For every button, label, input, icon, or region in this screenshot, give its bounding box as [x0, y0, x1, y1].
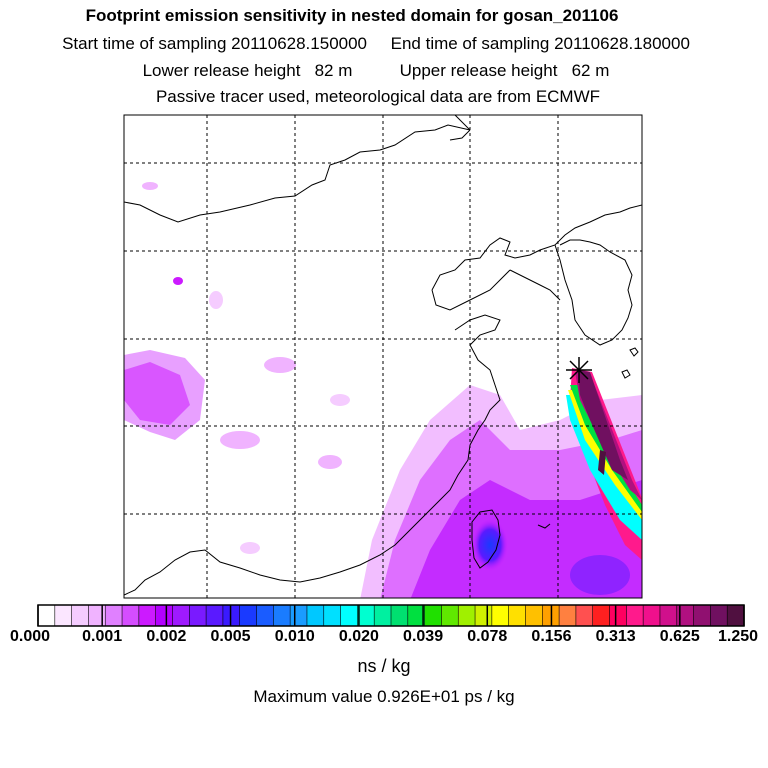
colorbar-tick-label: 0.313 [595, 628, 636, 645]
colorbar-swatch [138, 605, 157, 626]
colorbar-tick-label: 0.039 [403, 628, 444, 645]
colorbar-swatch [475, 605, 493, 626]
colorbar-swatch [357, 605, 375, 626]
colorbar-swatch [189, 605, 207, 626]
lat-lon-grid [124, 115, 642, 598]
colorbar-swatch [122, 605, 140, 626]
colorbar-tick-label: 1.250 [717, 628, 759, 645]
colorbar-swatch [239, 605, 258, 626]
colorbar-swatch [290, 605, 308, 626]
colorbar-swatch [508, 605, 526, 626]
colorbar-swatch [306, 605, 325, 626]
colorbar-swatch [424, 605, 442, 626]
colorbar-swatch [54, 605, 73, 626]
colorbar-swatch [38, 605, 56, 626]
colorbar-swatch [172, 605, 190, 626]
release-height-line: Lower release height 82 m Upper release … [142, 61, 610, 80]
colorbar-swatch [155, 605, 173, 626]
plot-title: Footprint emission sensitivity in nested… [85, 6, 619, 25]
colorbar-swatch [340, 605, 358, 626]
colorbar-swatch [323, 605, 342, 626]
colorbar-swatch [222, 605, 241, 626]
colorbar-unit: ns / kg [357, 656, 411, 676]
colorbar-swatch [676, 605, 695, 626]
colorbar-tick-label: 0.078 [467, 628, 508, 645]
release-star-icon [566, 357, 592, 383]
colorbar-swatch [710, 605, 728, 626]
colorbar-swatch [273, 605, 291, 626]
colorbar-swatch [441, 605, 459, 626]
colorbar-swatch [256, 605, 274, 626]
colorbar-swatch [374, 605, 392, 626]
colorbar-swatch [609, 605, 627, 626]
colorbar-swatch [71, 605, 89, 626]
colorbar-swatch [458, 605, 476, 626]
colorbar-swatch [693, 605, 711, 626]
colorbar-swatch [575, 605, 594, 626]
colorbar-swatch [659, 605, 678, 626]
colorbar-tick-label: 0.156 [531, 628, 572, 645]
colorbar-tick-label: 0.020 [338, 628, 379, 645]
maximum-value-label: Maximum value 0.926E+01 ps / kg [253, 687, 515, 706]
sensitivity-field [124, 182, 642, 598]
colorbar-frame [37, 604, 745, 627]
colorbar-swatch [491, 605, 510, 626]
colorbar-tick-label: 0.002 [146, 628, 187, 645]
colorbar-swatch [391, 605, 409, 626]
colorbar-swatch [727, 605, 745, 626]
colorbar-swatch [592, 605, 611, 626]
colorbar-swatch [626, 605, 644, 626]
sampling-time-line: Start time of sampling 20110628.150000 E… [62, 34, 690, 53]
colorbar-swatch [559, 605, 577, 626]
tracer-info-line: Passive tracer used, meteorological data… [155, 87, 601, 106]
colorbar-swatch [643, 605, 661, 626]
colorbar-tick-label: 0.005 [210, 628, 251, 645]
colorbar-swatch [88, 605, 106, 626]
colorbar-tick-label: 0.000 [9, 628, 51, 645]
colorbar-tick-label: 0.625 [659, 628, 700, 645]
colorbar-swatch [206, 605, 224, 626]
coastlines [124, 115, 642, 596]
colorbar-swatch [105, 605, 123, 626]
colorbar-tick-label: 0.001 [82, 628, 123, 645]
colorbar-tick-label: 0.010 [274, 628, 315, 645]
colorbar-swatch [525, 605, 543, 626]
colorbar-swatch [407, 605, 426, 626]
